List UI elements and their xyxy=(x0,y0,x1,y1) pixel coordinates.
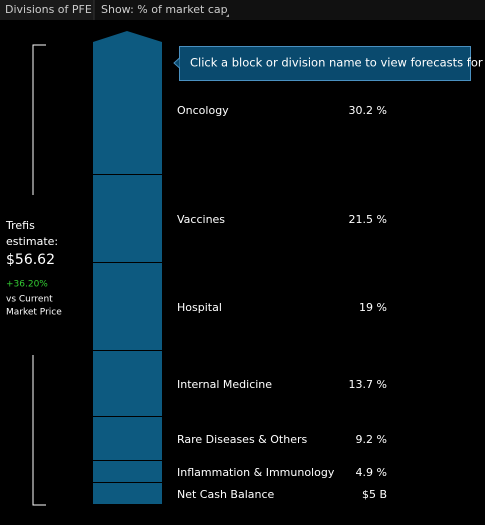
division-value: 13.7 % xyxy=(349,378,387,391)
division-name[interactable]: Rare Diseases & Others xyxy=(177,433,307,446)
division-block[interactable] xyxy=(93,175,162,262)
show-selector[interactable]: Show: % of market cap xyxy=(101,3,228,16)
division-name[interactable]: Internal Medicine xyxy=(177,378,272,391)
dropdown-icon xyxy=(226,14,229,17)
division-value: 4.9 % xyxy=(356,466,387,479)
division-block[interactable] xyxy=(93,351,162,416)
top-bar xyxy=(0,0,485,20)
estimate-change: +36.20% xyxy=(6,280,48,290)
division-block[interactable] xyxy=(93,417,162,460)
division-name[interactable]: Net Cash Balance xyxy=(177,488,275,501)
estimate-note: vs Current xyxy=(6,295,53,305)
bracket-bottom xyxy=(32,355,46,506)
tooltip xyxy=(179,46,471,81)
division-value: 30.2 % xyxy=(349,104,387,117)
tooltip-pointer xyxy=(173,57,180,69)
division-block[interactable] xyxy=(93,42,162,174)
tab-label[interactable]: Divisions of PFE xyxy=(5,3,92,16)
division-value: 19 % xyxy=(359,301,387,314)
bracket-top xyxy=(32,44,46,195)
division-name[interactable]: Vaccines xyxy=(177,213,225,226)
estimate-price: $56.62 xyxy=(6,252,55,268)
division-name[interactable]: Inflammation & Immunology xyxy=(177,466,335,479)
division-name[interactable]: Hospital xyxy=(177,301,222,314)
division-name[interactable]: Oncology xyxy=(177,104,229,117)
division-value: 21.5 % xyxy=(349,213,387,226)
estimate-label: estimate: xyxy=(6,235,58,248)
estimate-label: Trefis xyxy=(5,219,35,232)
estimate-note: Market Price xyxy=(6,308,62,318)
division-value: 9.2 % xyxy=(356,433,387,446)
division-value: $5 B xyxy=(362,488,387,501)
division-block[interactable] xyxy=(93,461,162,482)
column-arrow xyxy=(93,31,162,42)
tooltip-text: Click a block or division name to view f… xyxy=(190,56,485,70)
tab[interactable] xyxy=(0,0,94,20)
division-block[interactable] xyxy=(93,263,162,350)
division-block[interactable] xyxy=(93,483,162,504)
